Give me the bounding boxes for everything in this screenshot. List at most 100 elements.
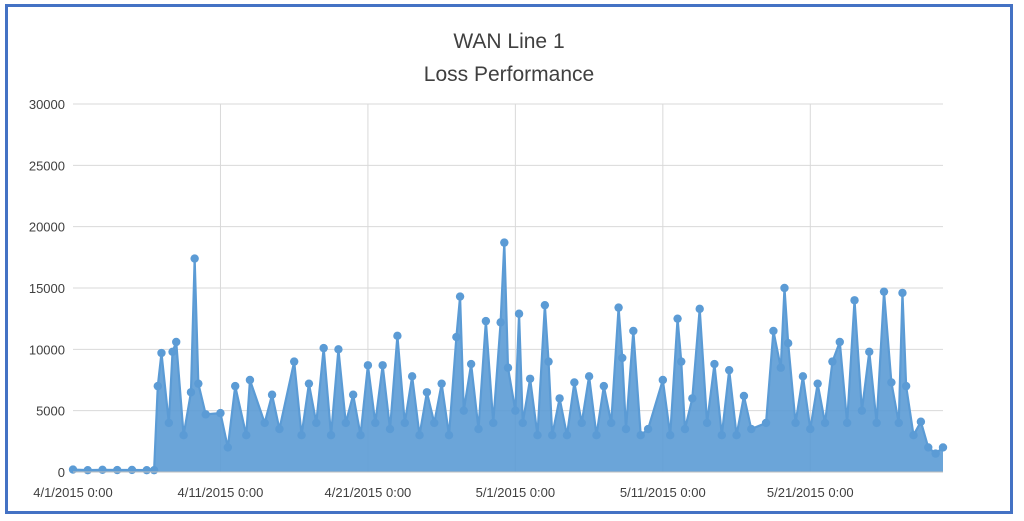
data-point <box>820 418 830 428</box>
x-tick-label: 4/11/2015 0:00 <box>178 485 264 500</box>
data-series <box>72 241 944 472</box>
data-point <box>548 431 557 440</box>
data-point <box>865 347 874 356</box>
data-point <box>677 357 686 366</box>
y-tick-label: 0 <box>58 465 65 480</box>
data-point <box>599 381 609 391</box>
data-point <box>489 418 498 428</box>
data-point <box>363 361 373 370</box>
data-point <box>658 375 668 385</box>
data-point <box>393 331 402 341</box>
data-point <box>201 410 210 419</box>
data-point <box>724 365 734 375</box>
data-point <box>924 443 933 452</box>
data-point <box>474 424 483 434</box>
data-point <box>702 418 712 428</box>
data-point <box>153 381 162 391</box>
data-point <box>680 424 690 434</box>
data-point <box>378 361 387 370</box>
chart-frame: WAN Line 1 Loss Performance 0 5000 10000 15… <box>5 4 1013 514</box>
data-point <box>879 287 889 296</box>
data-point <box>500 238 509 247</box>
data-point <box>289 357 299 366</box>
data-point <box>275 424 284 434</box>
data-point <box>540 300 550 310</box>
data-point <box>164 418 174 428</box>
data-point <box>186 388 196 397</box>
data-point <box>142 465 151 475</box>
data-point <box>857 406 867 415</box>
data-point <box>872 418 881 428</box>
data-point <box>673 314 682 323</box>
data-point <box>621 424 631 434</box>
data-point <box>242 431 251 440</box>
data-point <box>385 424 395 434</box>
data-point <box>297 431 306 440</box>
data-point <box>747 424 756 434</box>
data-point <box>887 378 896 387</box>
y-tick-label: 10000 <box>29 342 65 357</box>
data-point <box>459 406 468 415</box>
data-point <box>216 408 225 418</box>
data-point <box>798 372 808 381</box>
data-point <box>544 357 553 366</box>
y-axis-tick-labels: 0 5000 10000 15000 20000 25000 30000 <box>29 97 65 480</box>
data-point <box>570 378 579 387</box>
data-point <box>415 431 424 440</box>
data-point <box>304 379 314 388</box>
y-tick-label: 25000 <box>29 158 65 173</box>
data-point <box>496 318 505 327</box>
data-points <box>68 238 948 475</box>
data-point <box>614 303 623 312</box>
y-tick-label: 15000 <box>29 281 65 296</box>
data-point <box>444 431 454 440</box>
data-point <box>407 372 417 381</box>
data-point <box>172 337 181 347</box>
data-point <box>643 424 653 434</box>
x-tick-label: 5/21/2015 0:00 <box>767 485 854 500</box>
data-point <box>231 381 240 391</box>
data-point <box>168 347 177 356</box>
data-point <box>739 391 749 401</box>
series-line <box>72 241 944 472</box>
data-point <box>629 326 638 336</box>
data-point <box>356 431 365 440</box>
data-point <box>806 424 815 434</box>
data-point <box>525 374 535 383</box>
data-point <box>776 363 785 372</box>
data-point <box>511 406 520 415</box>
y-tick-label: 30000 <box>29 97 65 112</box>
data-point <box>430 418 439 428</box>
data-point <box>455 292 465 301</box>
data-point <box>98 465 107 474</box>
chart-title: WAN Line 1 <box>453 30 565 53</box>
series-area <box>73 242 943 472</box>
data-point <box>898 288 907 298</box>
data-point <box>562 431 572 440</box>
data-point <box>688 394 697 403</box>
data-point <box>503 363 513 372</box>
data-point <box>901 381 911 391</box>
data-point <box>422 388 432 397</box>
data-point <box>636 431 645 440</box>
x-tick-label: 5/1/2015 0:00 <box>476 485 556 500</box>
data-point <box>466 359 476 369</box>
data-point <box>618 353 627 363</box>
data-point <box>245 375 255 385</box>
data-point <box>850 296 859 305</box>
data-point <box>717 431 727 440</box>
data-point <box>916 417 926 426</box>
data-point <box>931 449 940 458</box>
data-point <box>371 418 380 428</box>
data-point <box>828 357 837 366</box>
data-point <box>518 418 527 428</box>
chart-subtitle: Loss Performance <box>423 63 595 86</box>
x-axis-tick-labels: 4/1/2015 0:00 4/11/2015 0:00 4/21/2015 0:0… <box>33 485 853 500</box>
data-point <box>157 348 166 358</box>
y-tick-label: 20000 <box>29 220 65 235</box>
data-point <box>452 332 461 342</box>
data-point <box>194 379 203 388</box>
data-point <box>732 431 741 440</box>
data-point <box>666 431 675 440</box>
data-point <box>514 309 524 318</box>
